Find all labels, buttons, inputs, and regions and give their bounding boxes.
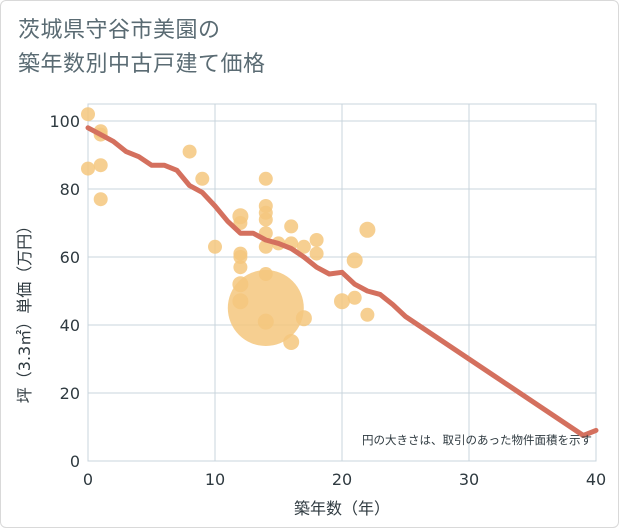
y-tick-label: 40 (60, 316, 80, 335)
data-point (360, 307, 375, 322)
data-point (93, 192, 108, 207)
x-tick-labels: 0 10 20 30 40 (83, 470, 606, 489)
data-point (233, 260, 248, 275)
y-axis-label: 坪（3.3㎡）単価（万円） (15, 218, 34, 403)
data-point (208, 239, 222, 254)
data-point (334, 293, 350, 310)
data-point (258, 171, 273, 186)
size-note: 円の大きさは、取引のあった物件面積を示す (362, 433, 592, 447)
data-point (195, 171, 210, 186)
data-point (227, 270, 304, 346)
data-point (93, 158, 108, 173)
x-tick-label: 10 (205, 470, 225, 489)
data-point (347, 290, 362, 305)
data-point (309, 233, 324, 247)
data-point (283, 334, 300, 350)
data-point (258, 212, 273, 227)
data-point (257, 313, 274, 330)
x-tick-label: 0 (83, 470, 93, 489)
y-tick-label: 100 (49, 112, 80, 131)
data-point (233, 250, 248, 264)
y-tick-label: 80 (60, 180, 80, 199)
data-point (182, 144, 197, 159)
data-point (81, 161, 95, 176)
x-tick-label: 40 (586, 470, 606, 489)
data-point (296, 239, 311, 254)
y-tick-label: 20 (60, 384, 80, 403)
data-point (295, 310, 312, 327)
x-tick-label: 20 (332, 470, 352, 489)
data-point (284, 219, 299, 234)
y-tick-label: 0 (70, 452, 80, 471)
chart-title: 茨城県守谷市美園の 築年数別中古戸建て価格 (18, 14, 266, 82)
title-line-2: 築年数別中古戸建て価格 (18, 52, 266, 77)
data-point (359, 221, 376, 238)
data-points (81, 107, 376, 350)
x-axis-label: 築年数（年） (294, 499, 390, 518)
y-tick-labels: 0 20 40 60 80 100 (49, 112, 80, 471)
x-tick-label: 30 (459, 470, 479, 489)
title-line-1: 茨城県守谷市美園の (18, 18, 221, 43)
plot-frame (87, 103, 597, 462)
data-point (309, 246, 324, 261)
data-point (346, 252, 363, 269)
data-point (81, 107, 95, 122)
y-tick-label: 60 (60, 248, 80, 267)
trend-line (85, 125, 599, 438)
grid-lines (87, 104, 597, 462)
